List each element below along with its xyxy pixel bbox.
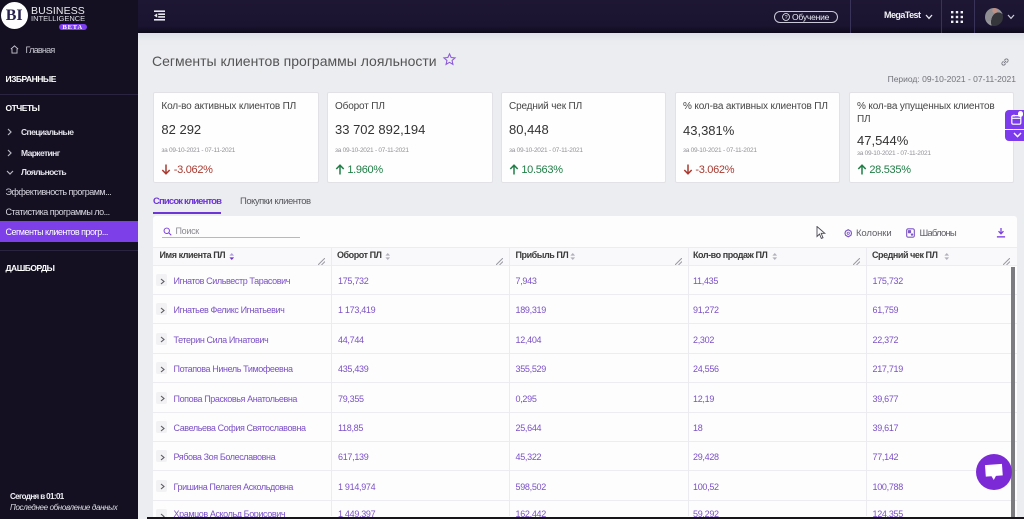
svg-text:?: ? [784,15,787,21]
